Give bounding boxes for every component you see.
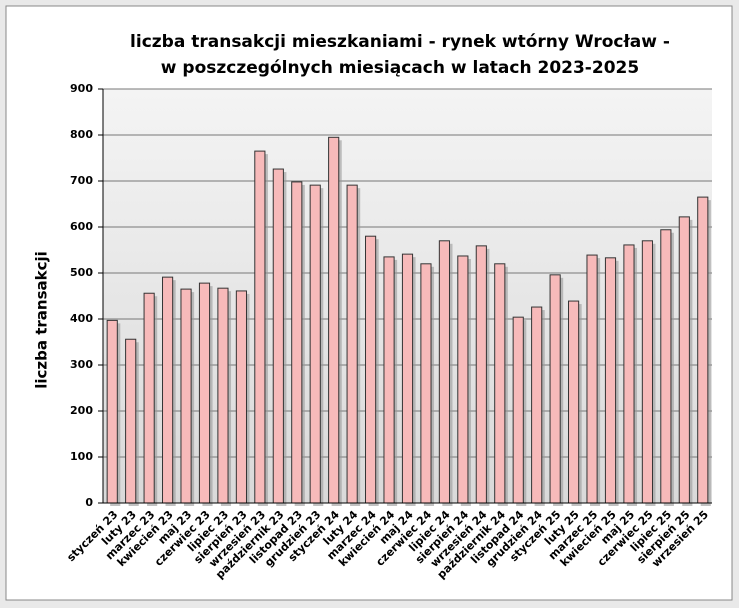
y-tick-label: 500 <box>70 266 93 279</box>
bar <box>365 235 377 504</box>
bar <box>549 274 561 504</box>
bar <box>346 184 358 504</box>
bar <box>568 300 580 504</box>
chart-title: w poszczególnych miesiącach w latach 202… <box>161 58 639 78</box>
bar <box>235 290 247 504</box>
bar <box>438 240 450 504</box>
bar <box>604 257 617 504</box>
y-tick-label: 300 <box>70 358 93 371</box>
y-tick-label: 400 <box>70 312 93 325</box>
bar <box>494 263 506 504</box>
y-axis-label: liczba transakcji <box>33 251 51 389</box>
y-tick-label: 100 <box>70 450 93 463</box>
bar <box>457 255 469 504</box>
bar <box>125 338 137 504</box>
bar <box>217 287 229 504</box>
bar <box>678 216 690 504</box>
y-tick-label: 700 <box>70 174 93 187</box>
bar <box>106 319 118 504</box>
y-tick-label: 0 <box>85 496 93 509</box>
bar <box>401 253 414 504</box>
bar <box>309 184 321 504</box>
bar <box>512 316 524 504</box>
bar <box>531 306 543 504</box>
bar <box>660 229 672 504</box>
bar <box>291 181 303 504</box>
bar <box>586 254 598 504</box>
bar <box>180 288 192 504</box>
y-tick-label: 800 <box>70 128 93 141</box>
bar <box>162 276 174 504</box>
bar <box>143 292 155 504</box>
bar <box>383 256 395 504</box>
bar <box>198 282 211 504</box>
bar <box>328 136 340 504</box>
bar <box>254 150 266 504</box>
bar <box>272 168 284 504</box>
y-tick-label: 900 <box>70 82 93 95</box>
bar <box>623 244 635 504</box>
y-tick-label: 200 <box>70 404 93 417</box>
bar <box>475 245 487 504</box>
bar <box>697 196 709 504</box>
y-tick-label: 600 <box>70 220 93 233</box>
chart-title: liczba transakcji mieszkaniami - rynek w… <box>130 32 670 52</box>
bar <box>420 263 432 504</box>
bar <box>641 240 653 504</box>
